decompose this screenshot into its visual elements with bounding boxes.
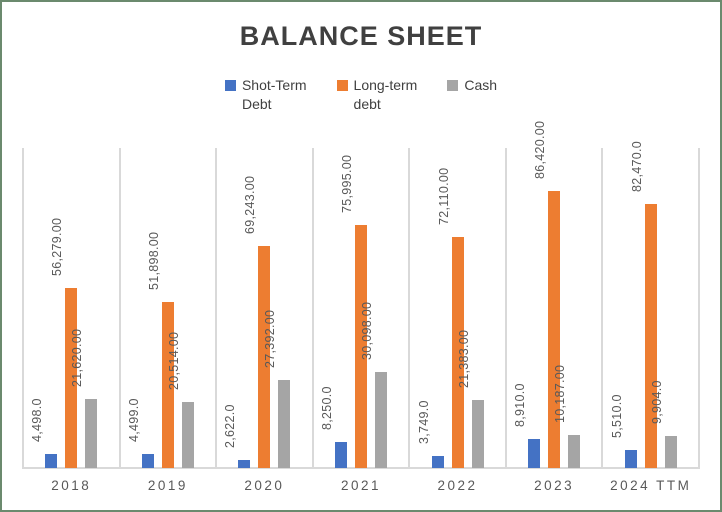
- category-gridline: [215, 148, 218, 468]
- category-gridline: [118, 148, 121, 468]
- data-label: 27,392.00: [263, 310, 278, 369]
- data-label: 3,749.0: [416, 400, 431, 444]
- category-gridline: [22, 148, 24, 468]
- category-gridline: [601, 148, 604, 468]
- x-axis-label-2021: 2021: [340, 478, 382, 493]
- bar-long-term-debt-2024-TTM: [644, 204, 657, 468]
- category-gridline: [311, 148, 314, 468]
- data-label: 56,279.00: [50, 217, 65, 276]
- x-axis-line: [22, 467, 700, 469]
- bar-long-term-debt-2018: [65, 287, 78, 468]
- bar-shot-term-debt-2024-TTM: [624, 450, 637, 468]
- x-axis-label-2023: 2023: [534, 478, 575, 493]
- legend-label: Shot-Term Debt: [241, 77, 307, 112]
- legend-marker-icon: [224, 80, 236, 91]
- data-label: 10,187.00: [553, 365, 568, 424]
- data-label: 4,498.0: [30, 397, 45, 442]
- category-gridline: [408, 148, 411, 468]
- chart-title: BALANCE SHEET: [239, 21, 483, 51]
- bar-shot-term-debt-2020: [238, 459, 251, 468]
- data-label: 69,243.00: [243, 176, 258, 235]
- legend-item-cash: Cash: [447, 76, 497, 95]
- bar-shot-term-debt-2018: [45, 453, 58, 468]
- data-label: 72,110.00: [436, 167, 451, 226]
- data-label: 21,620.00: [70, 328, 85, 387]
- x-axis-label-2022: 2022: [437, 478, 478, 493]
- x-axis-label-2024-TTM: 2024 TTM: [610, 478, 692, 493]
- data-label: 5,510.0: [609, 394, 624, 439]
- x-axis-label-2020: 2020: [244, 478, 285, 493]
- bar-long-term-debt-2021: [355, 224, 367, 468]
- bar-long-term-debt-2020: [258, 246, 271, 468]
- bar-shot-term-debt-2023: [528, 439, 541, 468]
- data-label: 2,622.0: [223, 403, 238, 448]
- legend-item-shot-term-debt: Shot-Term Debt: [224, 76, 307, 114]
- bar-cash-2024-TTM: [664, 436, 677, 468]
- bar-cash-2018: [85, 398, 98, 468]
- data-label: 8,910.0: [513, 383, 528, 428]
- data-label: 30,098.00: [360, 301, 374, 360]
- data-label: 86,420.00: [533, 121, 548, 180]
- legend-label: Long-term debt: [353, 77, 418, 112]
- data-label: 20,514.00: [166, 332, 181, 391]
- x-axis-label-2019: 2019: [147, 478, 188, 493]
- data-label: 8,250.0: [320, 385, 334, 430]
- bar-cash-2020: [278, 380, 291, 468]
- data-label: 75,995.00: [340, 154, 354, 213]
- legend-marker-icon: [336, 80, 348, 91]
- data-label: 9,904.0: [649, 380, 664, 425]
- bar-shot-term-debt-2019: [141, 453, 154, 468]
- legend-label: Cash: [464, 77, 498, 93]
- data-label: 21,383.00: [456, 329, 471, 388]
- x-axis-label-2018: 2018: [51, 478, 92, 493]
- category-gridline: [698, 148, 700, 468]
- category-gridline: [504, 148, 507, 468]
- bar-long-term-debt-2022: [451, 237, 464, 468]
- bar-long-term-debt-2023: [548, 191, 561, 468]
- bar-shot-term-debt-2022: [431, 456, 444, 468]
- legend-item-long-term-debt: Long-term debt: [336, 76, 418, 114]
- bar-cash-2021: [375, 371, 387, 468]
- bar-long-term-debt-2019: [161, 301, 174, 468]
- chart-legend: Shot-Term Debt Long-term debt Cash: [0, 76, 722, 114]
- data-label: 4,499.0: [126, 397, 141, 442]
- data-label: 82,470.0: [629, 141, 644, 193]
- bar-cash-2019: [181, 402, 194, 468]
- legend-marker-icon: [447, 80, 459, 91]
- bar-cash-2022: [471, 399, 484, 468]
- bar-shot-term-debt-2021: [335, 441, 347, 468]
- bar-cash-2023: [568, 435, 581, 468]
- data-label: 51,898.00: [146, 231, 161, 290]
